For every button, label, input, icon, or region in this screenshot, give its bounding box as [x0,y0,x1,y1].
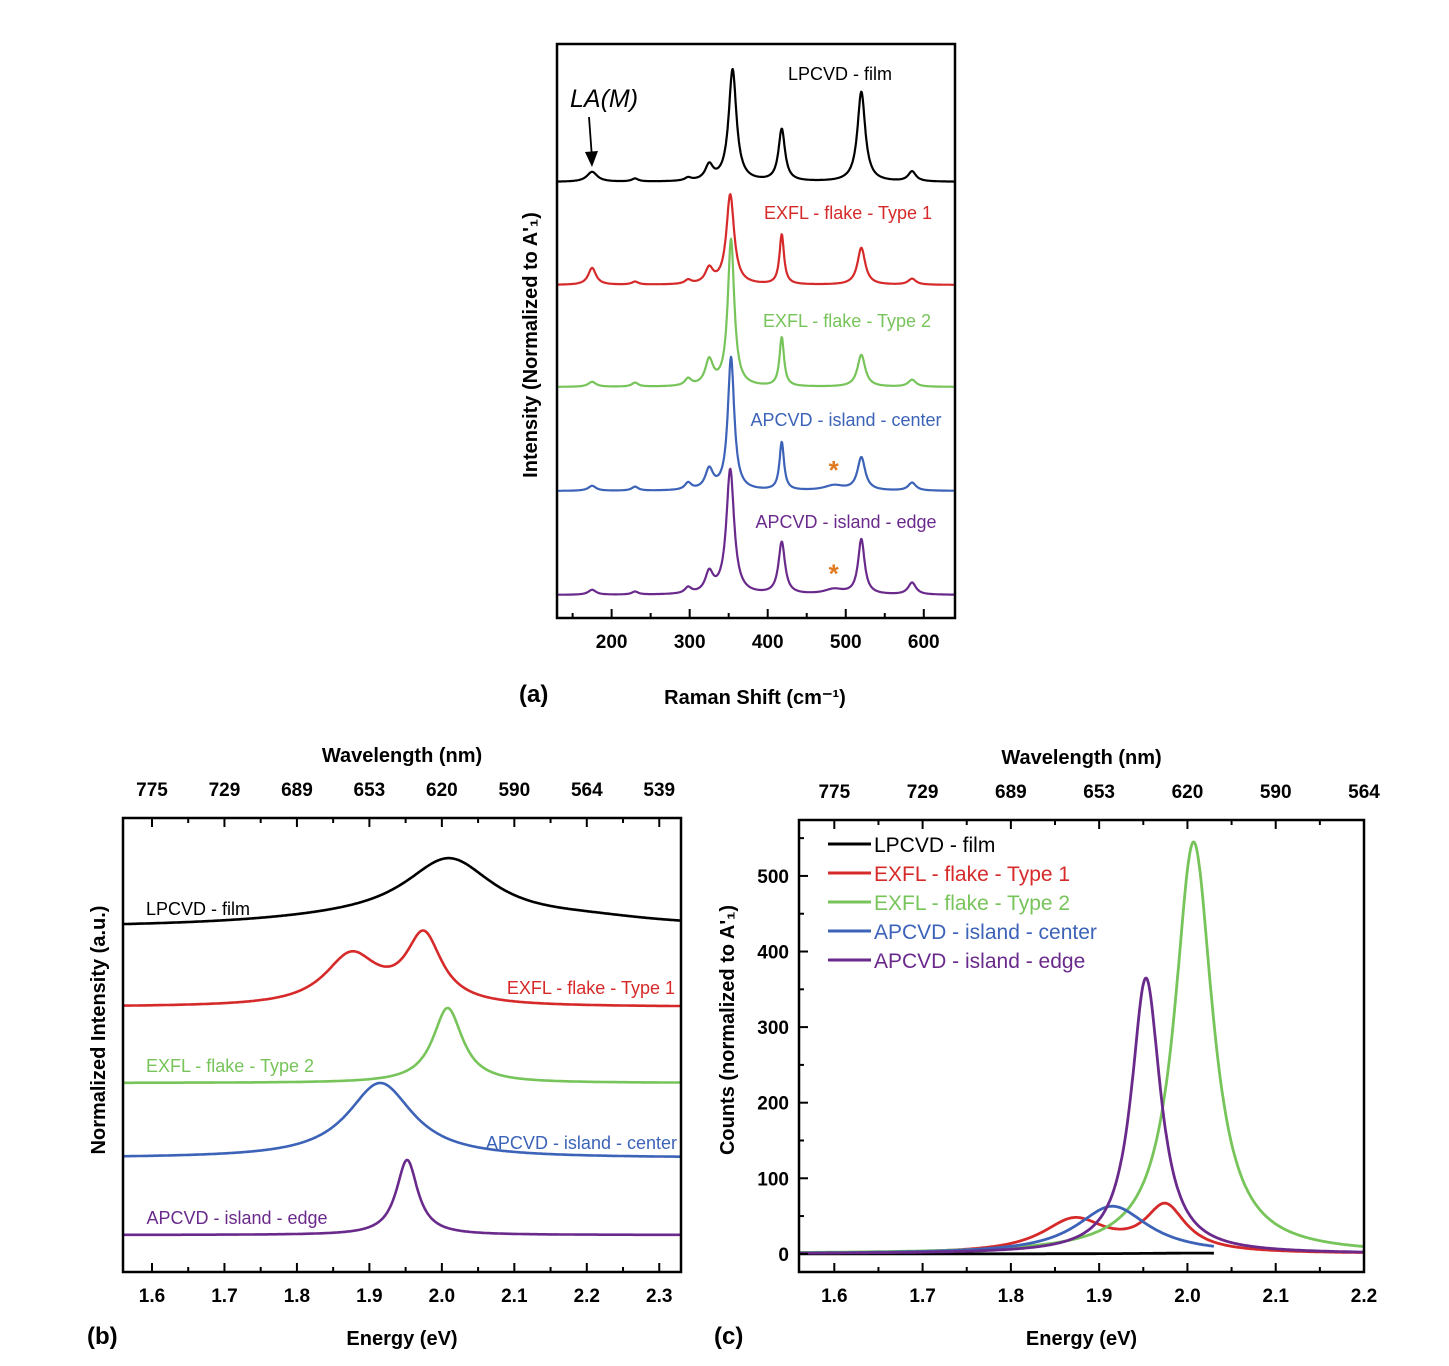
arrow-head-icon [585,151,598,167]
x2-tick-label: 775 [136,780,168,801]
x2-tick-label: 590 [1260,782,1292,803]
panel-b: LPCVD - film EXFL - flake - Type 1 EXFL - … [87,745,683,1350]
x2-tick-label: 653 [1083,782,1115,803]
y-tick-label: 0 [778,1245,789,1266]
panel-label: (c) [714,1323,743,1350]
x2-tick-label: 564 [1348,782,1380,803]
x-axis-label: Raman Shift (cm⁻¹) [664,687,846,709]
x2-axis-label: Wavelength (nm) [322,745,482,767]
x2-tick-label: 689 [995,782,1027,803]
panel-a: LPCVD - film EXFL - flake - Type 1 EXFL - … [519,42,957,709]
y-axis-label: Counts (normalized to A'₁) [717,905,739,1155]
x-tick-label: 400 [752,632,784,653]
series-label: APCVD - island - center [750,410,941,430]
legend-entry: LPCVD - film [874,834,995,857]
x-tick-label: 2.1 [1263,1286,1290,1307]
x2-tick-label: 564 [571,780,603,801]
x-axis-label: Energy (eV) [1026,1328,1137,1350]
x-tick-label: 1.7 [211,1286,237,1307]
y-tick-label: 300 [757,1018,789,1039]
annotation-arrow [588,116,593,159]
panel-label: (b) [87,1323,118,1350]
series-label: APCVD - island - edge [755,512,936,532]
x2-tick-label: 590 [498,780,530,801]
x-tick-label: 300 [674,632,706,653]
x-tick-label: 2.0 [1174,1286,1200,1307]
x-tick-label: 200 [596,632,628,653]
series-line-4 [556,355,956,492]
x-tick-label: 1.6 [821,1286,847,1307]
x2-tick-label: 620 [1172,782,1204,803]
x-axis-label: Energy (eV) [346,1328,457,1350]
y-axis-label: Intensity (Normalized to A'₁) [520,212,542,478]
asterisk-marker: * [829,455,840,485]
series-label: EXFL - flake - Type 1 [764,203,932,223]
plot-frame [121,816,683,1274]
x2-axis-label: Wavelength (nm) [1001,747,1161,769]
legend-entry: APCVD - island - center [874,921,1097,944]
x-tick-label: 1.9 [356,1286,382,1307]
x-tick-label: 1.6 [139,1286,165,1307]
x-tick-label: 600 [908,632,940,653]
x2-tick-label: 689 [281,780,313,801]
series-line-2 [798,1201,1365,1255]
series-label: APCVD - island - center [486,1133,677,1153]
series-label: LPCVD - film [788,64,892,84]
panel-label: (a) [519,681,548,708]
x2-tick-label: 620 [426,780,458,801]
legend-entry: EXFL - flake - Type 1 [874,863,1070,886]
y-tick-label: 500 [757,867,789,888]
series-line-1 [122,856,682,926]
series-line-5 [798,976,1365,1255]
x-tick-label: 2.0 [429,1286,455,1307]
legend-entry: EXFL - flake - Type 2 [874,892,1070,915]
panel-c: 1.6 775 1.7 729 1.8 689 1.9 653 2.0 620 2.1 590 2.2 5… [714,747,1380,1350]
x-tick-label: 2.1 [501,1286,528,1307]
series-label: EXFL - flake - Type 2 [763,311,931,331]
y-tick-label: 400 [757,943,789,964]
series-line-3 [122,1006,682,1085]
series-line-4 [122,1081,682,1158]
series-line-3 [556,237,956,388]
x-tick-label: 2.2 [574,1286,600,1307]
series-label: LPCVD - film [146,899,250,919]
legend-entry: APCVD - island - edge [874,950,1085,973]
annotation-la-m: LA(M) [570,85,638,113]
series-line-5 [556,467,956,596]
plot-frame [555,42,957,620]
y-tick-label: 200 [757,1094,789,1115]
x-tick-label: 1.9 [1086,1286,1112,1307]
series-line-1 [556,67,956,183]
y-tick-label: 100 [757,1169,789,1190]
series-line-5 [122,1158,682,1237]
x2-tick-label: 653 [354,780,386,801]
x-tick-label: 2.2 [1351,1286,1377,1307]
x2-tick-label: 775 [818,782,850,803]
x2-tick-label: 729 [907,782,939,803]
plot-frame [797,818,1366,1274]
series-line-2 [556,193,956,286]
x-tick-label: 1.8 [284,1286,310,1307]
x-tick-label: 500 [830,632,862,653]
asterisk-marker: * [829,559,840,589]
series-label: EXFL - flake - Type 2 [146,1056,314,1076]
series-label: APCVD - island - edge [146,1208,327,1228]
x-tick-label: 1.7 [909,1286,935,1307]
x-tick-label: 2.3 [646,1286,672,1307]
series-label: EXFL - flake - Type 1 [507,978,675,998]
y-axis-label: Normalized Intensity (a.u.) [88,906,110,1155]
x-tick-label: 1.8 [998,1286,1024,1307]
x2-tick-label: 729 [209,780,241,801]
x2-tick-label: 539 [643,780,675,801]
series-line-2 [122,929,682,1008]
